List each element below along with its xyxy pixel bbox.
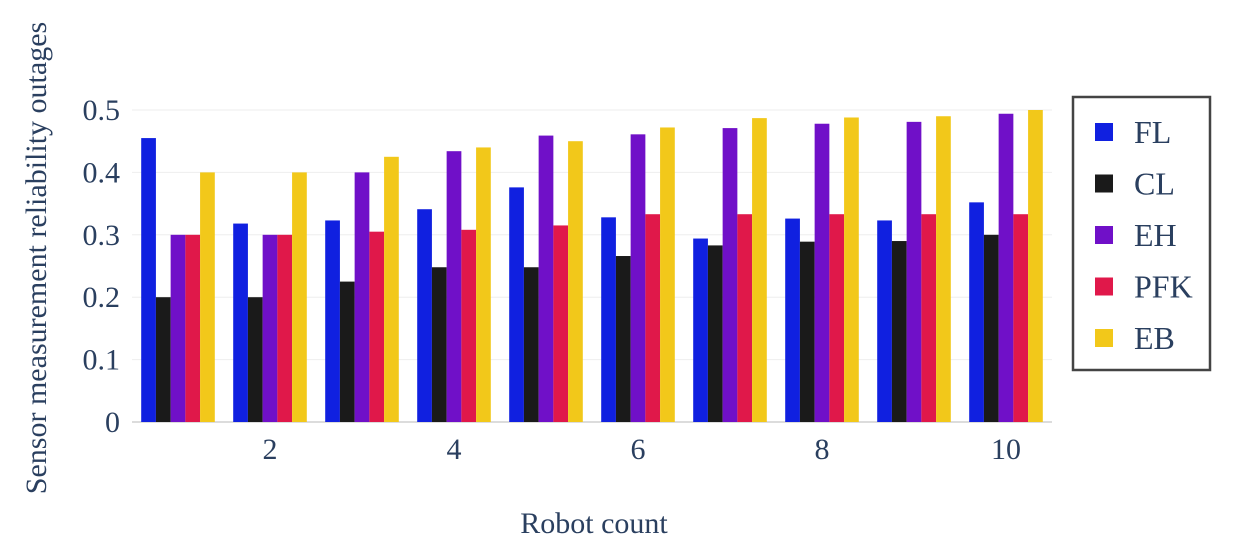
y-tick-label: 0.1 [83, 344, 121, 377]
x-axis-title: Robot count [520, 507, 668, 539]
y-axis-title: Sensor measurement reliability outages [20, 22, 53, 494]
bar-cl [247, 297, 263, 422]
bar-pfk [921, 214, 937, 422]
bar-pfk [369, 231, 385, 422]
bar-eb [1028, 110, 1043, 422]
y-tick-label: 0.2 [83, 281, 121, 314]
y-tick-label: 0.4 [83, 156, 121, 189]
x-tick-labels: 2 4 6 8 10 [263, 433, 1022, 466]
bar-eh [630, 134, 646, 422]
bar-eb [752, 118, 767, 422]
bar-cl [707, 245, 723, 422]
bar-eb [568, 141, 583, 422]
bar-eb [476, 147, 491, 422]
bar-eb [200, 172, 215, 422]
bar-pfk [737, 214, 753, 422]
bar-eh [814, 123, 830, 422]
bar-pfk [829, 214, 845, 422]
bar-eb [384, 156, 399, 423]
bar-eh [538, 135, 554, 423]
bar-eh [906, 121, 922, 422]
x-tick-label: 2 [263, 433, 278, 466]
y-tick-label: 0.3 [83, 219, 121, 252]
bar-cl [339, 281, 355, 422]
bar-fl [233, 223, 248, 422]
y-tick-label: 0 [105, 406, 120, 439]
legend: FL CL EH PFK EB [1071, 95, 1212, 372]
bar-pfk [1013, 214, 1029, 422]
y-tick-labels: 0 0.1 0.2 0.3 0.4 0.5 [83, 94, 121, 439]
bar-pfk [461, 229, 477, 422]
bar-fl [325, 220, 340, 422]
bar-eh [354, 172, 370, 422]
legend-label-cl: CL [1134, 166, 1175, 202]
x-tick-label: 10 [991, 433, 1021, 466]
bar-cl [891, 241, 907, 422]
x-tick-label: 4 [447, 433, 462, 466]
bar-eh [446, 151, 462, 422]
bar-pfk [645, 214, 661, 422]
bar-pfk [277, 234, 293, 422]
bar-fl [417, 209, 432, 422]
bar-fl [509, 187, 524, 422]
bar-eb [660, 127, 675, 423]
legend-swatch-cl [1095, 174, 1113, 193]
legend-swatch-eb [1095, 329, 1113, 347]
bar-cl [615, 256, 631, 422]
y-tick-label: 0.5 [83, 94, 121, 127]
legend-swatch-pfk [1095, 277, 1113, 296]
legend-swatch-eh [1095, 226, 1113, 244]
bar-pfk [553, 225, 569, 422]
bar-cl [799, 241, 815, 422]
bar-cl [523, 267, 539, 422]
bar-eh [722, 128, 738, 422]
legend-label-eh: EH [1134, 217, 1177, 253]
legend-label-eb: EB [1134, 320, 1175, 356]
bar-cl [431, 267, 447, 422]
bar-eh [998, 113, 1014, 422]
bar-eh [170, 234, 186, 422]
x-tick-label: 6 [631, 433, 646, 466]
bar-fl [785, 218, 800, 422]
bars [141, 110, 1043, 423]
x-tick-label: 8 [815, 433, 830, 466]
legend-swatch-fl [1095, 123, 1113, 141]
bar-cl [155, 297, 171, 422]
bar-eb [844, 117, 859, 422]
bar-pfk [185, 234, 201, 422]
bar-cl [983, 234, 999, 422]
bar-fl [601, 217, 616, 422]
bar-fl [969, 202, 984, 422]
bar-fl [693, 238, 708, 422]
bar-fl [877, 220, 892, 422]
bar-eh [262, 234, 278, 422]
bar-fl [141, 138, 156, 422]
legend-label-pfk: PFK [1134, 269, 1193, 305]
legend-label-fl: FL [1134, 114, 1171, 150]
bar-eb [292, 172, 307, 422]
bar-eb [936, 116, 951, 423]
